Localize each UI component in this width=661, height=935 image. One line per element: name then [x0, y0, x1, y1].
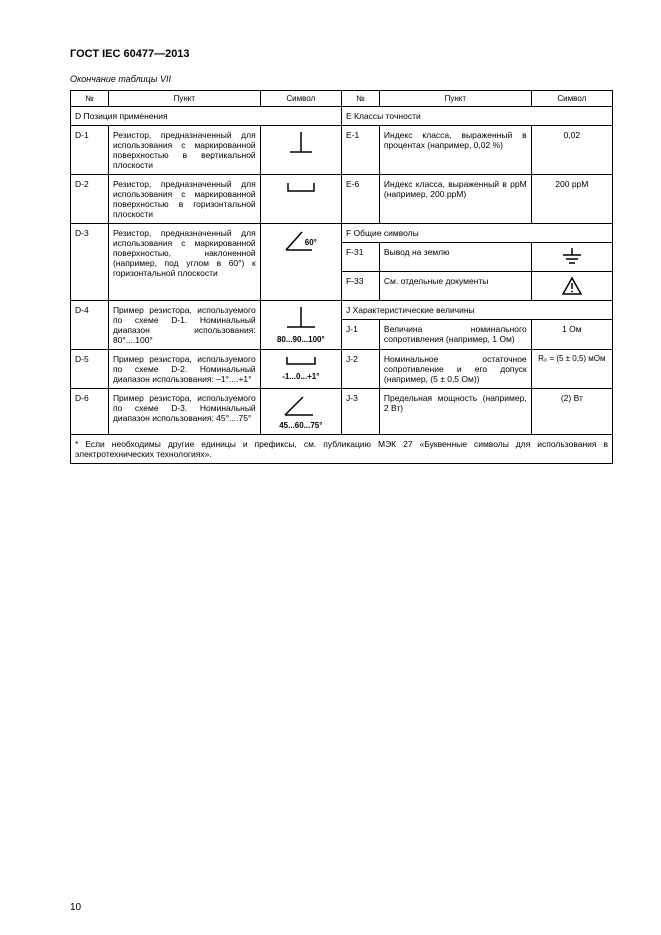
spec-table: № Пункт Символ № Пункт Символ D Позиция …: [70, 90, 613, 464]
cell-e1-text: Индекс класса, выражен­ный в процентах (…: [379, 126, 531, 175]
section-j-label: J Характеристические величины: [341, 301, 612, 320]
cell-d1-text: Резистор, предназначенный для использова…: [108, 126, 260, 175]
horizontal-plane-icon: [284, 179, 318, 197]
cell-d5-text: Пример резистора, исполь­зуемого по схем…: [108, 350, 260, 389]
section-d-label: D Позиция применения: [71, 107, 342, 126]
cell-f33-text: См. отдельные документы: [379, 272, 531, 301]
horizontal-range-icon: [281, 354, 321, 370]
cell-j1-symbol: 1 Ом: [531, 320, 612, 350]
cell-j3-id: J-3: [341, 389, 379, 435]
cell-d5-symbol: -1...0...+1°: [260, 350, 341, 389]
cell-j1-text: Величина номинального сопротивления (нап…: [379, 320, 531, 350]
cell-d6-symbol: 45...60...75°: [260, 389, 341, 435]
vertical-range-icon: [281, 305, 321, 333]
section-e-label: E Классы точности: [341, 107, 612, 126]
page: ГОСТ IEC 60477—2013 Окончание таблицы VI…: [0, 0, 661, 935]
cell-j2-text: Номинальное остаточное сопротивление и е…: [379, 350, 531, 389]
cell-d4-symbol: 80...90...100°: [260, 301, 341, 350]
footnote-row: * Если необходимы другие единицы и префи…: [71, 435, 613, 464]
section-row-d-e: D Позиция применения E Классы точности: [71, 107, 613, 126]
table-header-row: № Пункт Символ № Пункт Символ: [71, 91, 613, 107]
cell-e6-symbol: 200 ррМ: [531, 175, 612, 224]
col-punkt-left: Пункт: [108, 91, 260, 107]
section-f-label: F Общие символы: [341, 224, 612, 243]
cell-f33-id: F-33: [341, 272, 379, 301]
row-d2-e6: D-2 Резистор, предназначенный для исполь…: [71, 175, 613, 224]
cell-d5-id: D-5: [71, 350, 109, 389]
angle-range-icon: [281, 393, 321, 419]
cell-e6-id: E-6: [341, 175, 379, 224]
cell-d3-symbol: 60°: [260, 224, 341, 301]
col-symbol-right: Символ: [531, 91, 612, 107]
cell-d2-text: Резистор, предназначенный для использова…: [108, 175, 260, 224]
cell-d4-id: D-4: [71, 301, 109, 350]
cell-j2-symbol: R₀ = (5 ± 0,5) мОм: [531, 350, 612, 389]
cell-e1-symbol: 0,02: [531, 126, 612, 175]
cell-d6-text: Пример резистора, исполь­зуемого по схем…: [108, 389, 260, 435]
table-caption: Окончание таблицы VII: [70, 74, 613, 84]
row-d6-j3: D-6 Пример резистора, исполь­зуемого по …: [71, 389, 613, 435]
cell-d1-id: D-1: [71, 126, 109, 175]
col-punkt-right: Пункт: [379, 91, 531, 107]
ground-icon: [560, 247, 584, 267]
cell-e6-text: Индекс класса, выраженный в ррМ (наприме…: [379, 175, 531, 224]
cell-f33-symbol: [531, 272, 612, 301]
cell-d3-text: Резистор, предназначенный для использова…: [108, 224, 260, 301]
cell-d3-id: D-3: [71, 224, 109, 301]
cell-j3-symbol: (2) Вт: [531, 389, 612, 435]
cell-f31-symbol: [531, 243, 612, 272]
row-d1-e1: D-1 Резистор, предназначенный для исполь…: [71, 126, 613, 175]
cell-d6-id: D-6: [71, 389, 109, 435]
page-number: 10: [70, 902, 81, 913]
row-d3a-f: D-3 Резистор, предназначенный для исполь…: [71, 224, 613, 243]
col-symbol-left: Символ: [260, 91, 341, 107]
vertical-plane-icon: [286, 130, 316, 156]
triangle-exclaim-icon: [561, 276, 583, 296]
cell-j2-id: J-2: [341, 350, 379, 389]
row-d5-j2: D-5 Пример резистора, исполь­зуемого по …: [71, 350, 613, 389]
cell-d2-symbol: [260, 175, 341, 224]
col-no-right: №: [341, 91, 379, 107]
doc-header: ГОСТ IEC 60477—2013: [70, 48, 613, 60]
cell-f31-id: F-31: [341, 243, 379, 272]
footnote-text: * Если необходимы другие единицы и префи…: [71, 435, 613, 464]
d4-range-label: 80...90...100°: [265, 335, 337, 344]
cell-d4-text: Пример резистора, исполь­зуемого по схем…: [108, 301, 260, 350]
cell-e1-id: E-1: [341, 126, 379, 175]
col-no-left: №: [71, 91, 109, 107]
row-d4a-j: D-4 Пример резистора, исполь­зуемого по …: [71, 301, 613, 320]
d6-range-label: 45...60...75°: [265, 421, 337, 430]
d5-range-label: -1...0...+1°: [265, 372, 337, 381]
angle-60-label: 60°: [275, 238, 347, 247]
cell-j3-text: Предельная мощность (на­пример, 2 Вт): [379, 389, 531, 435]
cell-d2-id: D-2: [71, 175, 109, 224]
cell-f31-text: Вывод на землю: [379, 243, 531, 272]
cell-d1-symbol: [260, 126, 341, 175]
cell-j1-id: J-1: [341, 320, 379, 350]
